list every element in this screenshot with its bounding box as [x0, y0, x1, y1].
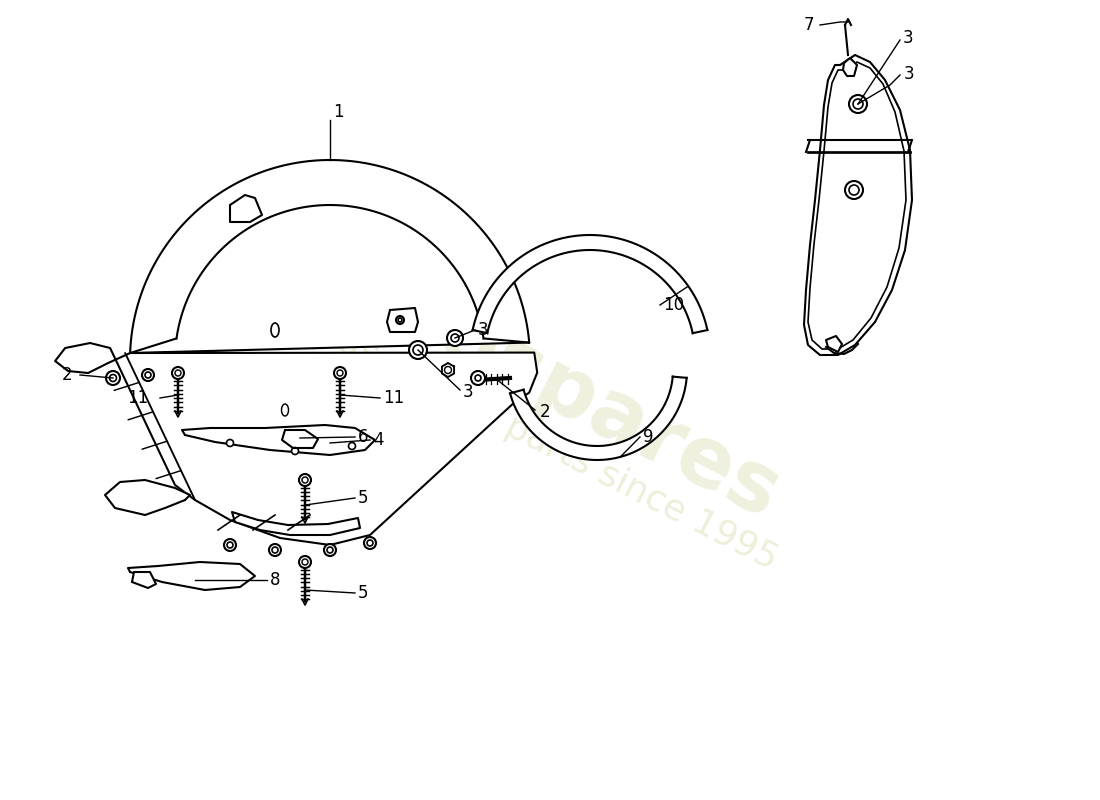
Circle shape — [367, 540, 373, 546]
Ellipse shape — [271, 323, 279, 337]
Circle shape — [302, 559, 308, 565]
Circle shape — [292, 447, 298, 454]
Circle shape — [110, 374, 117, 382]
Polygon shape — [104, 480, 190, 515]
Circle shape — [849, 95, 867, 113]
Circle shape — [447, 330, 463, 346]
Polygon shape — [232, 512, 360, 535]
Circle shape — [224, 539, 236, 551]
Circle shape — [327, 547, 333, 553]
Circle shape — [227, 439, 233, 446]
Polygon shape — [282, 430, 318, 448]
Circle shape — [412, 345, 424, 355]
Text: 3: 3 — [903, 29, 914, 47]
Text: 11: 11 — [383, 389, 405, 407]
Circle shape — [227, 542, 233, 548]
Circle shape — [364, 537, 376, 549]
Polygon shape — [510, 377, 686, 460]
Text: 10: 10 — [663, 296, 684, 314]
Circle shape — [409, 341, 427, 359]
Circle shape — [471, 371, 485, 385]
Circle shape — [451, 334, 459, 342]
Polygon shape — [804, 55, 912, 355]
Circle shape — [349, 442, 355, 450]
Text: 5: 5 — [358, 489, 368, 507]
Circle shape — [302, 477, 308, 483]
Text: 2: 2 — [62, 366, 72, 384]
Circle shape — [334, 367, 346, 379]
Circle shape — [142, 369, 154, 381]
Circle shape — [299, 556, 311, 568]
Text: passion for parts since 1995: passion for parts since 1995 — [312, 314, 783, 576]
Polygon shape — [826, 336, 842, 352]
Circle shape — [172, 367, 184, 379]
Text: 11: 11 — [126, 389, 148, 407]
Circle shape — [324, 544, 336, 556]
Text: 1: 1 — [333, 103, 343, 121]
Polygon shape — [843, 58, 857, 76]
Polygon shape — [182, 425, 375, 455]
Circle shape — [475, 375, 481, 381]
Text: 8: 8 — [270, 571, 280, 589]
Text: 6: 6 — [358, 428, 368, 446]
Polygon shape — [128, 562, 255, 590]
Circle shape — [272, 547, 278, 553]
Text: 3: 3 — [463, 383, 474, 401]
Text: 9: 9 — [644, 428, 653, 446]
Polygon shape — [387, 308, 418, 332]
Polygon shape — [132, 572, 156, 588]
Polygon shape — [55, 160, 537, 545]
Circle shape — [852, 99, 864, 109]
Polygon shape — [442, 363, 454, 377]
Text: 2: 2 — [540, 403, 551, 421]
Circle shape — [106, 371, 120, 385]
Circle shape — [337, 370, 343, 376]
Circle shape — [270, 544, 280, 556]
Text: 4: 4 — [373, 431, 384, 449]
Circle shape — [396, 316, 404, 324]
Ellipse shape — [282, 404, 288, 416]
Text: 7: 7 — [803, 16, 814, 34]
Circle shape — [845, 181, 864, 199]
Text: 5: 5 — [358, 584, 368, 602]
Circle shape — [145, 372, 151, 378]
Text: eurospares: eurospares — [286, 224, 793, 536]
Text: 3: 3 — [904, 65, 914, 83]
Circle shape — [444, 366, 451, 374]
Circle shape — [398, 318, 402, 322]
Text: 3: 3 — [478, 321, 488, 339]
Circle shape — [299, 474, 311, 486]
Circle shape — [175, 370, 182, 376]
Polygon shape — [473, 235, 707, 333]
Polygon shape — [230, 195, 262, 222]
Circle shape — [849, 185, 859, 195]
